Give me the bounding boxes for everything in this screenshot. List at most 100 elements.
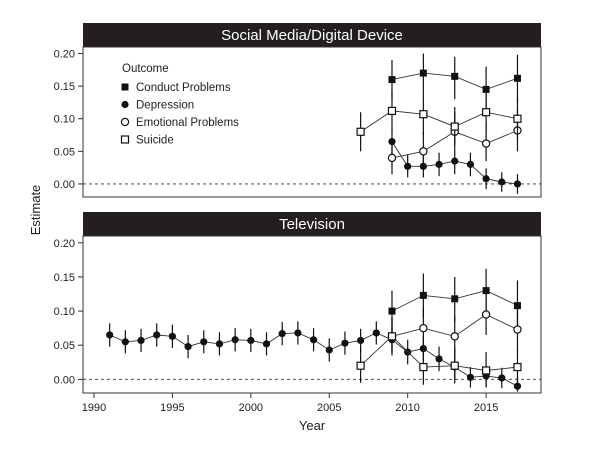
x-tick-label: 2005 xyxy=(317,402,341,414)
data-point-depression xyxy=(451,157,459,165)
data-point-conduct-problems xyxy=(513,74,521,82)
data-point-conduct-problems xyxy=(388,76,396,84)
data-point-conduct-problems xyxy=(451,72,459,80)
data-point-emotional-problems xyxy=(450,332,459,341)
panel-title-social-media: Social Media/Digital Device xyxy=(221,27,403,44)
data-point-depression xyxy=(247,336,255,345)
data-point-depression xyxy=(404,162,412,170)
data-point-emotional-problems xyxy=(419,323,428,333)
data-point-depression xyxy=(435,355,443,363)
data-point-depression xyxy=(153,331,161,339)
data-point-emotional-problems xyxy=(481,139,491,148)
data-point-conduct-problems xyxy=(482,85,490,93)
y-tick-label-television: 0.20 xyxy=(54,238,75,250)
x-tick-label: 2015 xyxy=(474,402,498,414)
data-point-suicide xyxy=(450,361,459,370)
data-point-depression xyxy=(106,331,114,339)
data-point-depression xyxy=(341,339,349,347)
data-point-suicide xyxy=(419,110,428,119)
legend-marker-suicide xyxy=(120,135,130,144)
data-point-conduct-problems xyxy=(419,291,427,299)
x-tick-label: 2000 xyxy=(239,402,263,414)
data-point-depression xyxy=(498,374,506,382)
data-point-conduct-problems xyxy=(419,69,427,77)
data-point-depression xyxy=(294,329,302,337)
data-point-depression xyxy=(231,336,239,344)
data-point-depression xyxy=(121,338,129,346)
x-axis: 1990 1995 2000 2005 2010 2015 xyxy=(82,393,498,414)
panel-strip-television xyxy=(83,212,541,236)
data-point-depression xyxy=(309,336,318,344)
data-point-suicide xyxy=(356,127,365,136)
data-point-depression xyxy=(513,180,522,188)
x-axis-title: Year xyxy=(299,418,326,433)
data-point-depression xyxy=(498,178,506,186)
series-depression-social-media xyxy=(388,128,522,194)
series-group-social-media xyxy=(356,53,522,194)
legend: Outcome Conduct Problems Depression Emotio… xyxy=(120,63,239,147)
data-point-conduct-problems xyxy=(451,295,459,303)
legend-label-emotional-problems: Emotional Problems xyxy=(136,117,239,129)
y-axis-title: Estimate xyxy=(28,185,43,236)
data-point-depression xyxy=(513,382,522,390)
y-tick-label-social-media: 0.00 xyxy=(54,179,75,191)
y-tick-label-television: 0.10 xyxy=(54,306,75,318)
panel-social-media: Social Media/Digital Device 0.00 0.05 0.10… xyxy=(54,23,542,198)
plot-frame-television xyxy=(82,235,542,394)
data-point-conduct-problems xyxy=(388,307,396,315)
data-point-depression xyxy=(466,160,475,168)
panel-title-television: Television xyxy=(279,216,345,233)
data-point-depression xyxy=(325,346,333,354)
legend-title: Outcome xyxy=(122,63,169,75)
data-point-depression xyxy=(357,336,365,345)
data-point-depression xyxy=(372,329,380,337)
data-point-suicide xyxy=(482,366,491,375)
legend-marker-conduct-problems xyxy=(121,83,129,91)
plot-frame-social-media xyxy=(82,46,542,198)
series-suicide-social-media xyxy=(356,91,522,152)
data-point-suicide xyxy=(513,114,522,123)
y-tick-label-television: 0.05 xyxy=(54,340,75,352)
y-axis-social-media: 0.00 0.05 0.10 0.15 0.20 xyxy=(54,49,83,191)
data-point-suicide xyxy=(482,108,491,117)
legend-label-conduct-problems: Conduct Problems xyxy=(136,82,231,94)
data-point-emotional-problems xyxy=(513,325,522,334)
y-tick-label-social-media: 0.10 xyxy=(54,114,75,126)
data-point-depression xyxy=(184,342,192,351)
data-point-conduct-problems xyxy=(482,287,490,295)
y-tick-label-television: 0.00 xyxy=(54,374,75,386)
y-tick-label-social-media: 0.05 xyxy=(54,146,75,158)
data-point-suicide xyxy=(387,106,397,116)
y-tick-label-social-media: 0.15 xyxy=(54,81,75,93)
series-group-television xyxy=(106,268,522,392)
data-point-depression xyxy=(466,373,475,381)
series-depression-television xyxy=(106,321,522,392)
x-tick-label: 1995 xyxy=(160,402,184,414)
x-tick-label: 2010 xyxy=(395,402,419,414)
legend-marker-emotional-problems xyxy=(120,117,130,127)
data-point-depression xyxy=(482,175,490,183)
data-point-emotional-problems xyxy=(387,153,397,163)
y-axis-television: 0.00 0.05 0.10 0.15 0.20 xyxy=(54,238,83,386)
data-point-suicide xyxy=(387,332,397,341)
data-point-conduct-problems xyxy=(513,302,521,310)
legend-label-suicide: Suicide xyxy=(136,135,174,147)
series-line-suicide xyxy=(360,335,518,371)
series-conduct-problems-social-media xyxy=(388,53,521,113)
data-point-suicide xyxy=(450,122,459,131)
data-point-suicide xyxy=(356,361,365,370)
data-point-depression xyxy=(262,340,271,348)
data-point-depression xyxy=(215,340,224,348)
data-point-emotional-problems xyxy=(419,147,428,156)
data-point-emotional-problems xyxy=(481,310,491,319)
legend-marker-depression xyxy=(121,100,129,109)
data-point-depression xyxy=(435,160,443,168)
data-point-suicide xyxy=(419,362,428,372)
panel-strip-social-media xyxy=(83,23,541,47)
data-point-depression xyxy=(137,336,145,345)
series-suicide-television xyxy=(356,316,522,388)
data-point-depression xyxy=(200,338,208,346)
series-line-suicide xyxy=(360,110,518,133)
y-tick-label-social-media: 0.20 xyxy=(54,49,75,61)
